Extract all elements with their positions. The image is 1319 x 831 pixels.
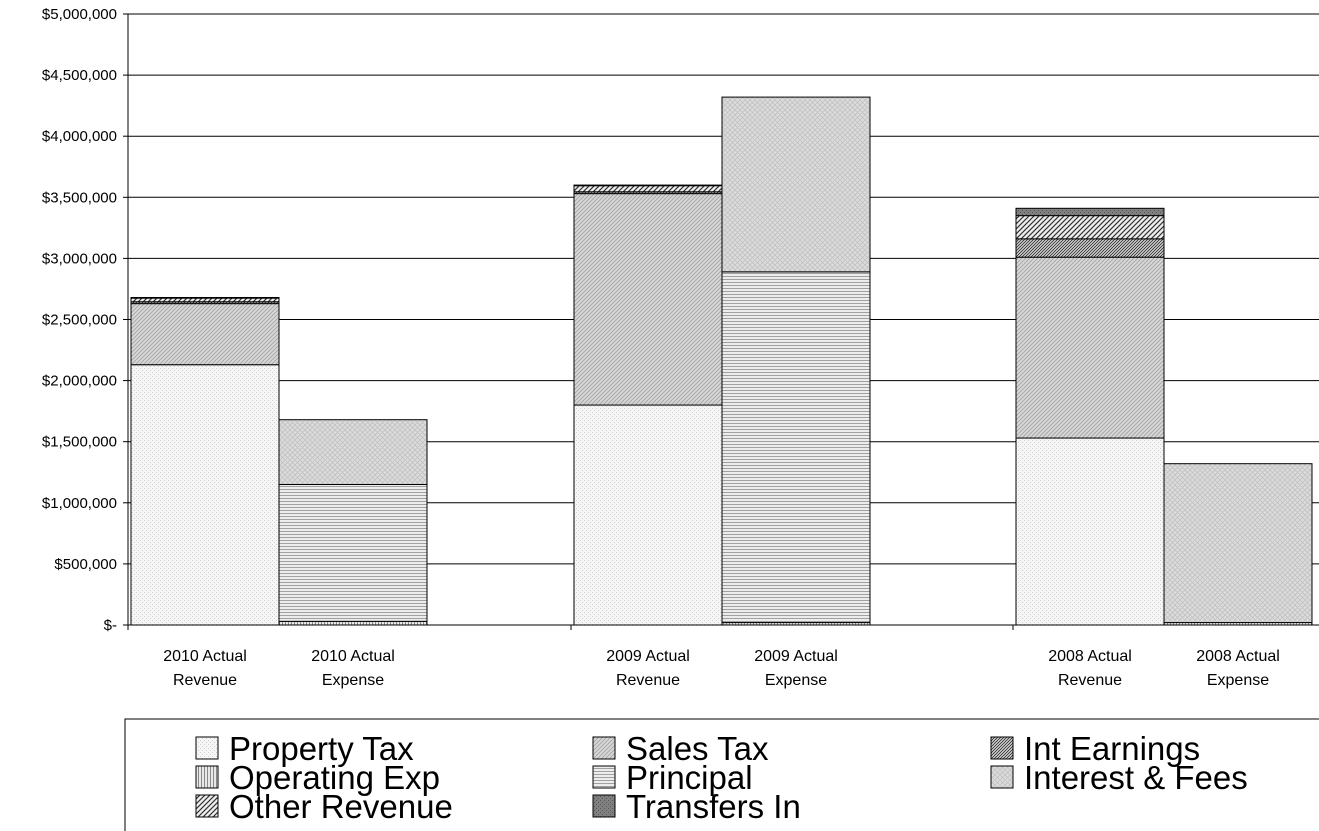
y-tick-label: $3,000,000 <box>42 250 117 267</box>
bar-segment-intearn <box>1015 238 1165 258</box>
legend-item: Sales Tax <box>592 730 769 767</box>
legend-label: Operating Exp <box>229 759 440 796</box>
legend-swatch-transfers <box>592 794 616 818</box>
legend-label: Sales Tax <box>626 730 769 767</box>
bar-segment-other <box>130 297 280 303</box>
y-tick-label: $2,500,000 <box>42 312 117 329</box>
bar-segment-transfers <box>573 184 723 187</box>
legend-item: Other Revenue <box>195 788 453 825</box>
x-category-label: Expense <box>322 672 384 689</box>
bar-segment-interest <box>278 419 428 485</box>
legend-label: Other Revenue <box>229 788 453 825</box>
x-category-label: 2010 Actual <box>311 648 395 665</box>
legend-swatch-intearn <box>990 736 1014 760</box>
bars <box>130 96 1313 626</box>
legend-item: Property Tax <box>195 730 414 767</box>
x-category-label: Expense <box>1207 672 1269 689</box>
legend-swatch-principal <box>592 765 616 789</box>
bar-segment-sales <box>1015 256 1165 439</box>
legend-swatch-other <box>195 794 219 818</box>
legend-item: Interest & Fees <box>990 759 1248 796</box>
x-category-label: 2010 Actual <box>163 648 247 665</box>
x-category-label: Revenue <box>616 672 680 689</box>
legend-item: Operating Exp <box>195 759 440 796</box>
bar-segment-principal <box>278 483 428 622</box>
y-tick-label: $3,500,000 <box>42 189 117 206</box>
bar-segment-property <box>1015 437 1165 626</box>
legend-item: Int Earnings <box>990 730 1200 767</box>
bar-segment-sales <box>573 193 723 406</box>
legend-swatch-sales <box>592 736 616 760</box>
y-tick-label: $1,500,000 <box>42 434 117 451</box>
y-tick-label: $4,000,000 <box>42 128 117 145</box>
x-category-label: Revenue <box>1058 672 1122 689</box>
legend: Property Tax Sales Tax Int Earnings Operati… <box>124 718 1319 831</box>
bar-segment-sales <box>130 303 280 366</box>
x-category-label: Expense <box>765 672 827 689</box>
y-tick-label: $- <box>104 617 117 634</box>
y-tick-label: $4,500,000 <box>42 67 117 84</box>
y-tick-label: $2,000,000 <box>42 373 117 390</box>
bar-segment-property <box>130 364 280 626</box>
bar-segment-principal <box>721 271 871 624</box>
x-category-label: 2008 Actual <box>1196 648 1280 665</box>
bar-segment-operating <box>278 620 428 626</box>
x-category-label: 2008 Actual <box>1048 648 1132 665</box>
legend-label: Principal <box>626 759 753 796</box>
x-category-label: 2009 Actual <box>606 648 690 665</box>
bar-segment-other <box>1015 215 1165 240</box>
bar-segment-interest <box>1163 463 1313 624</box>
legend-label: Interest & Fees <box>1024 759 1248 796</box>
x-category-label: Revenue <box>173 672 237 689</box>
legend-item: Principal <box>592 759 753 796</box>
y-tick-label: $5,000,000 <box>42 6 117 23</box>
legend-swatch-operating <box>195 765 219 789</box>
bar-segment-transfers <box>1015 207 1165 217</box>
y-tick-label: $500,000 <box>54 556 117 573</box>
bar-segment-other <box>573 185 723 193</box>
legend-item: Transfers In <box>592 788 801 825</box>
x-axis-category-labels: 2010 Actual Revenue 2010 Actual Expense 2009… <box>163 648 1280 689</box>
legend-swatch-interest <box>990 765 1014 789</box>
x-category-label: 2009 Actual <box>754 648 838 665</box>
bar-segment-property <box>573 404 723 626</box>
y-axis-tick-labels: $- $500,000 $1,000,000 $1,500,000 $2,000,000… <box>42 6 128 634</box>
legend-swatch-property <box>195 736 219 760</box>
legend-label: Int Earnings <box>1024 730 1200 767</box>
y-tick-label: $1,000,000 <box>42 495 117 512</box>
legend-label: Transfers In <box>626 788 801 825</box>
bar-segment-transfers <box>130 297 280 299</box>
legend-box <box>124 718 1319 831</box>
bar-segment-interest <box>721 96 871 273</box>
legend-label: Property Tax <box>229 730 414 767</box>
